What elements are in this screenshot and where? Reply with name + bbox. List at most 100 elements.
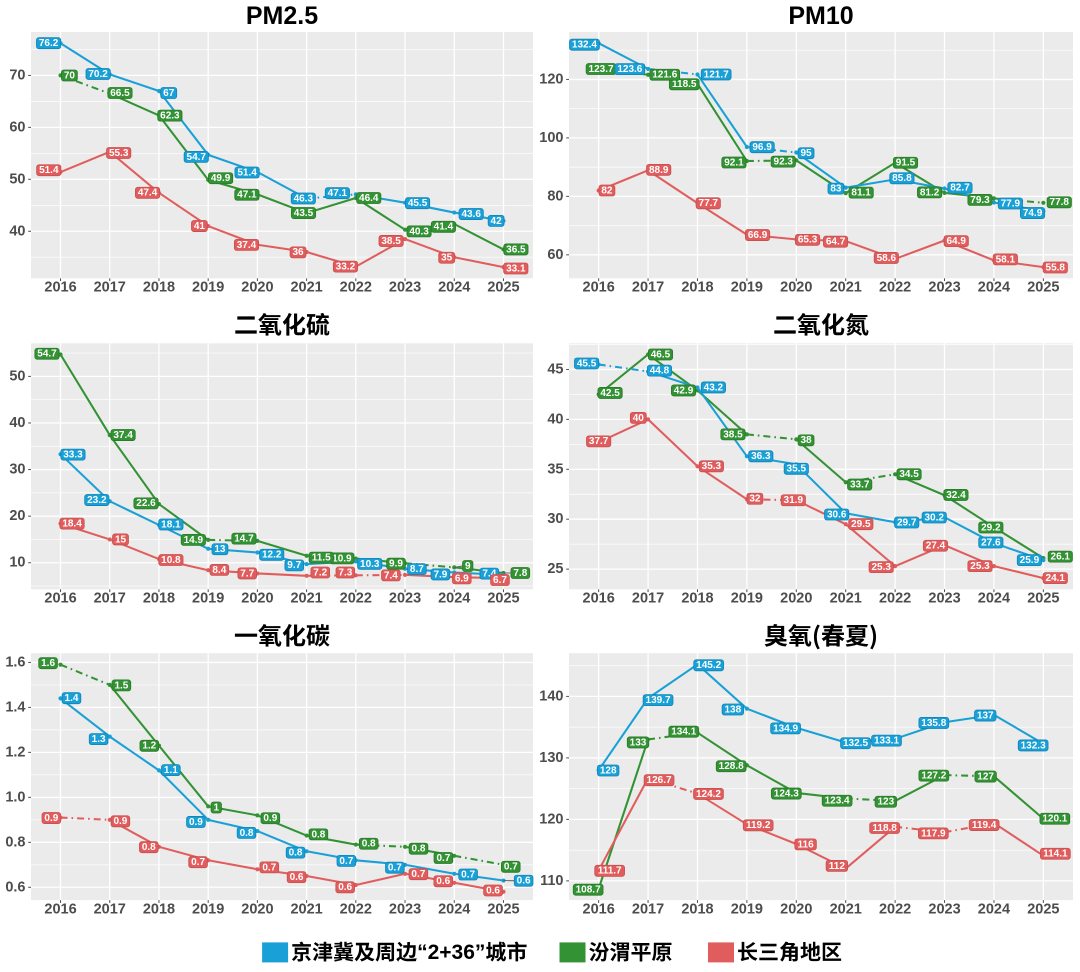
svg-text:0.8: 0.8	[142, 842, 156, 853]
svg-text:35: 35	[441, 253, 453, 264]
svg-text:1.2: 1.2	[142, 741, 156, 752]
svg-text:0.6: 0.6	[486, 885, 500, 896]
svg-text:2025: 2025	[1027, 591, 1059, 607]
svg-text:2020: 2020	[241, 280, 273, 296]
svg-text:2021: 2021	[290, 591, 322, 607]
svg-text:119.2: 119.2	[746, 820, 771, 831]
svg-text:2016: 2016	[583, 902, 615, 918]
svg-text:132.4: 132.4	[572, 40, 597, 51]
svg-text:25: 25	[547, 561, 563, 577]
svg-text:82.7: 82.7	[950, 183, 970, 194]
svg-text:9.7: 9.7	[287, 560, 301, 571]
svg-text:0.9: 0.9	[263, 813, 277, 824]
svg-text:10.3: 10.3	[360, 559, 380, 570]
svg-text:2021: 2021	[830, 280, 862, 296]
svg-text:7.9: 7.9	[433, 569, 447, 580]
svg-text:95: 95	[800, 148, 812, 159]
svg-text:0.8: 0.8	[240, 828, 254, 839]
svg-text:32.4: 32.4	[946, 490, 966, 501]
svg-text:2021: 2021	[830, 902, 862, 918]
svg-text:44.8: 44.8	[650, 366, 670, 377]
svg-text:0.7: 0.7	[262, 862, 276, 873]
svg-text:70: 70	[9, 67, 25, 83]
svg-text:140: 140	[539, 688, 563, 704]
svg-text:2018: 2018	[143, 591, 175, 607]
svg-text:10: 10	[9, 555, 25, 571]
svg-text:133: 133	[630, 737, 647, 748]
svg-text:0.8: 0.8	[311, 829, 325, 840]
svg-text:40: 40	[9, 415, 25, 431]
svg-text:2025: 2025	[487, 591, 519, 607]
svg-text:2016: 2016	[44, 902, 76, 918]
svg-text:123.4: 123.4	[825, 796, 850, 807]
svg-text:54.7: 54.7	[187, 152, 207, 163]
svg-text:0.6: 0.6	[290, 872, 304, 883]
svg-text:41.4: 41.4	[434, 222, 454, 233]
svg-text:118.5: 118.5	[672, 79, 697, 90]
svg-text:1.4: 1.4	[65, 693, 79, 704]
svg-text:10.8: 10.8	[161, 555, 181, 566]
svg-text:9: 9	[465, 561, 471, 572]
svg-text:0.6: 0.6	[5, 879, 25, 895]
svg-text:54.7: 54.7	[37, 349, 57, 360]
svg-text:38.5: 38.5	[723, 429, 743, 440]
svg-text:18.4: 18.4	[62, 519, 82, 530]
svg-text:2024: 2024	[978, 280, 1010, 296]
svg-text:83: 83	[830, 184, 842, 195]
svg-text:2018: 2018	[681, 902, 713, 918]
svg-text:2016: 2016	[583, 280, 615, 296]
svg-text:50: 50	[9, 368, 25, 384]
svg-text:134.9: 134.9	[773, 723, 798, 734]
svg-text:124.3: 124.3	[774, 788, 799, 799]
svg-text:119.4: 119.4	[972, 820, 997, 831]
svg-text:33.1: 33.1	[506, 263, 526, 274]
svg-text:82: 82	[601, 185, 613, 196]
svg-text:27.4: 27.4	[926, 541, 946, 552]
svg-text:43.6: 43.6	[461, 209, 481, 220]
svg-text:2023: 2023	[389, 902, 421, 918]
svg-text:26.1: 26.1	[1051, 552, 1071, 563]
svg-text:20: 20	[9, 508, 25, 524]
svg-text:34.5: 34.5	[899, 469, 919, 480]
svg-text:8.4: 8.4	[212, 565, 226, 576]
svg-text:77.7: 77.7	[699, 198, 719, 209]
svg-text:29.5: 29.5	[851, 519, 871, 530]
svg-text:55.8: 55.8	[1046, 262, 1066, 273]
svg-text:111.7: 111.7	[598, 866, 622, 877]
svg-text:66.5: 66.5	[110, 88, 130, 99]
svg-text:2021: 2021	[290, 902, 322, 918]
svg-text:6.7: 6.7	[493, 575, 507, 586]
svg-text:64.9: 64.9	[946, 236, 966, 247]
svg-text:1.6: 1.6	[5, 654, 25, 670]
svg-text:2023: 2023	[928, 280, 960, 296]
svg-text:2018: 2018	[681, 280, 713, 296]
svg-text:47.1: 47.1	[237, 190, 257, 201]
svg-text:133.1: 133.1	[874, 736, 899, 747]
svg-text:29.2: 29.2	[981, 522, 1001, 533]
svg-text:134.1: 134.1	[671, 727, 696, 738]
svg-text:2019: 2019	[731, 591, 763, 607]
svg-text:2017: 2017	[94, 591, 126, 607]
svg-text:2025: 2025	[487, 902, 519, 918]
svg-text:11.5: 11.5	[312, 553, 331, 564]
svg-text:1: 1	[213, 802, 219, 813]
svg-text:2024: 2024	[438, 591, 470, 607]
svg-text:0.8: 0.8	[412, 844, 426, 855]
svg-text:85.8: 85.8	[892, 173, 912, 184]
svg-text:7.2: 7.2	[313, 567, 327, 578]
svg-text:45: 45	[547, 361, 563, 377]
svg-text:30: 30	[547, 511, 563, 527]
svg-text:128: 128	[600, 765, 617, 776]
svg-text:64.7: 64.7	[826, 237, 846, 248]
svg-text:138: 138	[724, 704, 741, 715]
svg-text:PM10: PM10	[788, 2, 853, 30]
svg-text:123.6: 123.6	[617, 64, 642, 75]
svg-text:2022: 2022	[340, 902, 372, 918]
svg-text:2019: 2019	[192, 902, 224, 918]
svg-text:2020: 2020	[241, 591, 273, 607]
svg-text:139.7: 139.7	[646, 695, 671, 706]
svg-text:100: 100	[539, 130, 563, 146]
svg-text:40: 40	[547, 411, 563, 427]
svg-text:42: 42	[491, 216, 503, 227]
svg-text:43.2: 43.2	[704, 382, 724, 393]
